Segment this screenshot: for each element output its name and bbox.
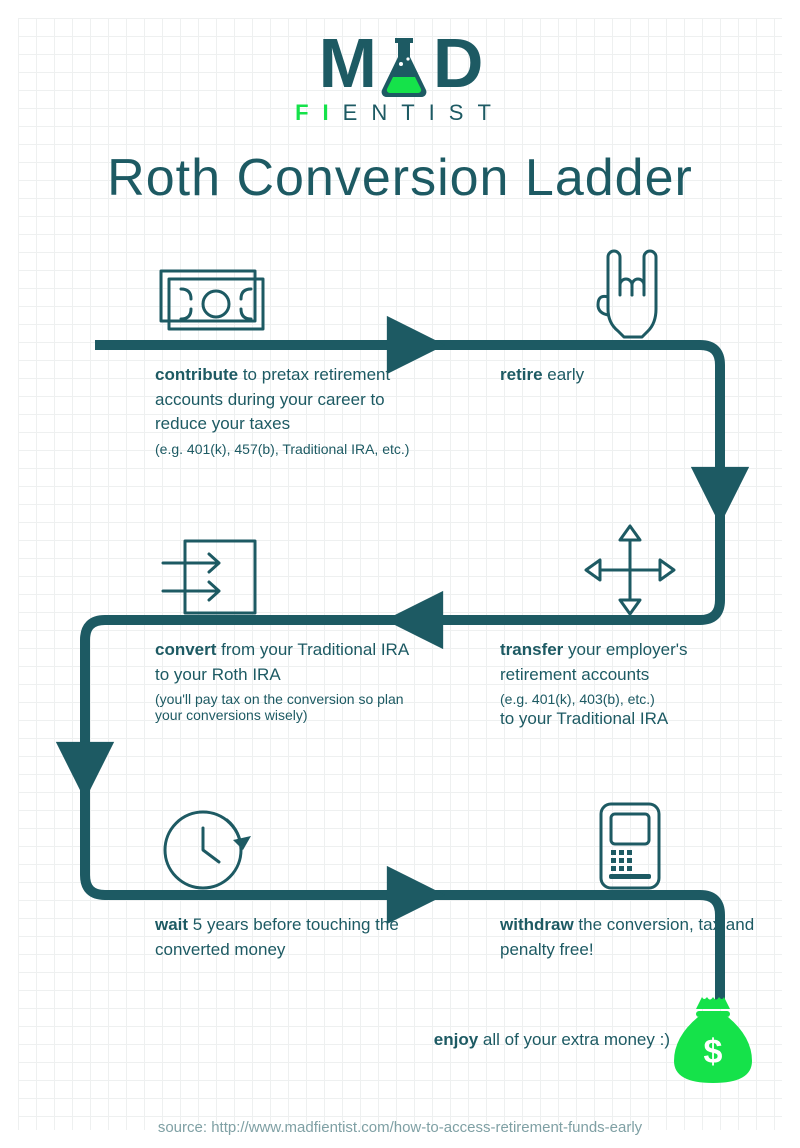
step-transfer: transfer your employer's retirement acco…	[500, 525, 760, 732]
step-text: convert from your Traditional IRA to you…	[155, 638, 415, 687]
step-bold: retire	[500, 365, 543, 384]
logo-sub-fi: FI	[295, 100, 343, 125]
source-label: source:	[158, 1119, 211, 1136]
cash-stack-icon	[155, 250, 415, 345]
step-retire: retire early	[500, 250, 760, 392]
step-bold: contribute	[155, 365, 238, 384]
step-rest: 5 years before touching the converted mo…	[155, 915, 399, 959]
step-bold: wait	[155, 915, 188, 934]
enjoy-bold: enjoy	[434, 1030, 478, 1049]
step-extra: to your Traditional IRA	[500, 707, 760, 732]
four-arrows-icon	[500, 525, 760, 620]
step-fine: (e.g. 401(k), 457(b), Traditional IRA, e…	[155, 441, 415, 457]
enjoy-rest: all of your extra money :)	[478, 1030, 670, 1049]
money-bag-icon: $	[674, 995, 752, 1085]
step-text: withdraw the conversion, tax and penalty…	[500, 913, 760, 962]
atm-icon	[500, 800, 760, 895]
step-contribute: contribute to pretax retirement accounts…	[155, 250, 415, 457]
step-text: transfer your employer's retirement acco…	[500, 638, 760, 687]
step-rest: early	[543, 365, 585, 384]
source-line: source: http://www.madfientist.com/how-t…	[0, 1119, 800, 1136]
step-withdraw: withdraw the conversion, tax and penalty…	[500, 800, 760, 966]
source-url: http://www.madfientist.com/how-to-access…	[211, 1119, 642, 1136]
step-text: retire early	[500, 363, 760, 388]
step-text: contribute to pretax retirement accounts…	[155, 363, 415, 437]
logo-letter-m: M	[319, 28, 375, 98]
logo: M D FIENTIST	[0, 0, 800, 126]
logo-letter-d: D	[433, 28, 482, 98]
logo-sub-rest: ENTIST	[343, 100, 505, 125]
step-bold: transfer	[500, 640, 563, 659]
arrows-box-icon	[155, 525, 415, 620]
step-text: wait 5 years before touching the convert…	[155, 913, 415, 962]
step-bold: withdraw	[500, 915, 574, 934]
step-fine: (e.g. 401(k), 403(b), etc.)	[500, 691, 760, 707]
step-wait: wait 5 years before touching the convert…	[155, 800, 415, 966]
beaker-icon	[375, 34, 433, 98]
svg-text:$: $	[704, 1033, 723, 1071]
clock-reload-icon	[155, 800, 415, 895]
step-fine: (you'll pay tax on the conversion so pla…	[155, 691, 415, 723]
step-convert: convert from your Traditional IRA to you…	[155, 525, 415, 723]
page-title: Roth Conversion Ladder	[0, 148, 800, 208]
rock-hand-icon	[500, 250, 760, 345]
step-bold: convert	[155, 640, 216, 659]
enjoy-text: enjoy all of your extra money :)	[434, 1030, 670, 1050]
